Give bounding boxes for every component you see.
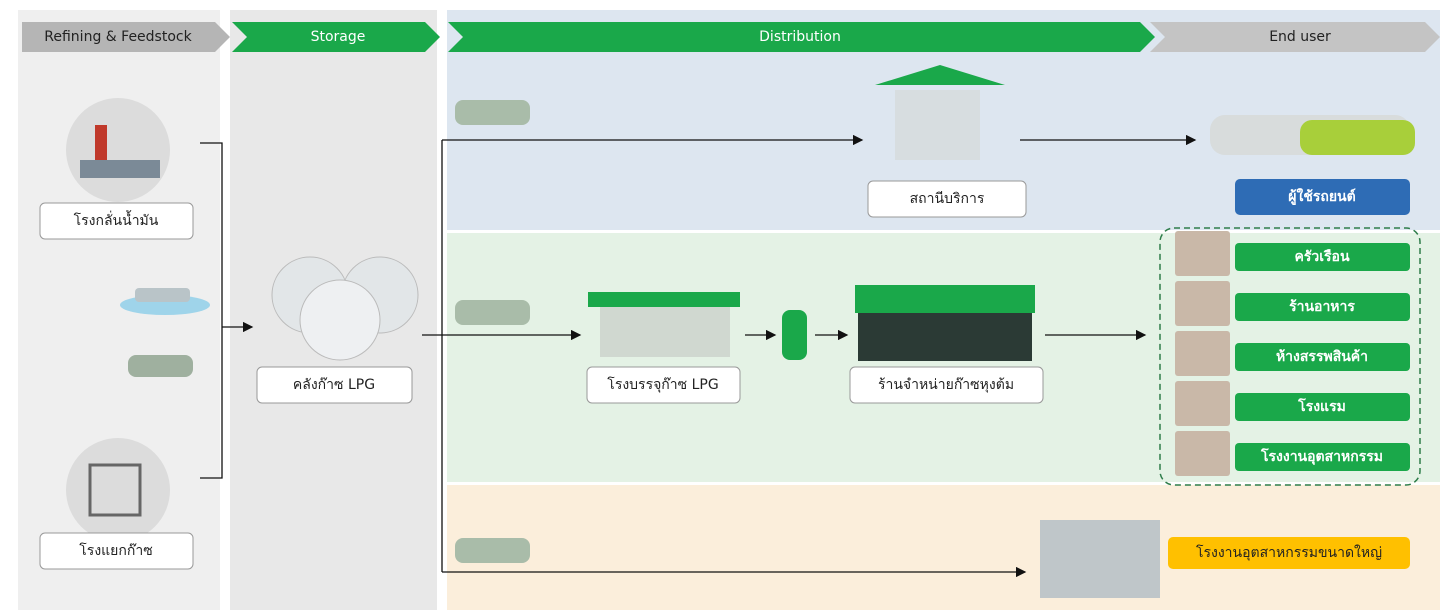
station-icon	[875, 65, 1005, 85]
node-box	[1235, 293, 1410, 321]
group-outline	[1159, 227, 1421, 486]
node-label: โรงแยกก๊าซ	[79, 542, 152, 559]
node-label: โรงกลั่นน้ำมัน	[74, 210, 159, 229]
node-label: โรงงานอุตสาหกรรม	[1260, 447, 1383, 465]
end-user-list: ครัวเรือนร้านอาหารห้างสรรพสินค้าโรงแรมโร…	[1175, 231, 1410, 476]
stage-label: End user	[1269, 29, 1331, 45]
car-icon	[1300, 120, 1415, 155]
node-box	[867, 180, 1027, 218]
cylinder-icon	[782, 310, 807, 360]
node-label: โรงแรม	[1297, 397, 1346, 415]
refinery-icon	[80, 160, 160, 178]
stage-label: Refining & Feedstock	[44, 29, 192, 45]
truck-icon	[128, 355, 193, 377]
node-box	[39, 532, 194, 570]
node-label: ผู้ใช้รถยนต์	[1288, 187, 1355, 205]
plant-icon	[600, 307, 730, 357]
node-box	[1235, 343, 1410, 371]
node-box	[39, 202, 194, 240]
node-label: คลังก๊าซ LPG	[293, 377, 375, 393]
ship-icon	[135, 288, 190, 302]
node-box	[1235, 393, 1410, 421]
connector	[200, 142, 223, 479]
plant-icon	[588, 292, 740, 307]
stage-arrow	[232, 22, 440, 52]
node-label: สถานีบริการ	[910, 191, 985, 207]
stage-arrow	[448, 22, 1155, 52]
node-label: โรงบรรจุก๊าซ LPG	[607, 376, 718, 393]
shop-icon	[858, 313, 1032, 361]
icon	[1175, 381, 1230, 426]
stage-label: Storage	[311, 29, 366, 45]
stage-arrow	[22, 22, 230, 52]
node-label: ร้านจำหน่ายก๊าซหุงต้ม	[878, 377, 1014, 393]
refinery-icon	[95, 125, 107, 170]
node-label: โรงงานอุตสาหกรรมขนาดใหญ่	[1196, 544, 1382, 561]
icon	[1175, 281, 1230, 326]
node-box	[1235, 443, 1410, 471]
icon	[1175, 431, 1230, 476]
factory-icon	[1040, 520, 1160, 598]
node-box	[1235, 243, 1410, 271]
node-label: ห้างสรรพสินค้า	[1276, 349, 1368, 365]
truck-icon	[455, 100, 530, 563]
node-label: ร้านอาหาร	[1289, 299, 1355, 315]
node-box	[586, 366, 741, 404]
node-box	[849, 366, 1044, 404]
shop-icon	[855, 285, 1035, 313]
node-label: ครัวเรือน	[1294, 249, 1349, 265]
node-box	[1235, 179, 1410, 215]
gas-plant-icon	[88, 463, 142, 517]
refinery-icon	[66, 98, 170, 202]
gas-plant-icon	[66, 438, 170, 542]
stage-arrow	[1150, 22, 1440, 52]
station-icon	[895, 90, 980, 160]
tank-icon	[299, 279, 381, 361]
icon	[1175, 231, 1230, 276]
node-box	[256, 366, 413, 404]
node-box	[1168, 537, 1410, 569]
icon	[1175, 331, 1230, 376]
stage-label: Distribution	[759, 29, 841, 45]
